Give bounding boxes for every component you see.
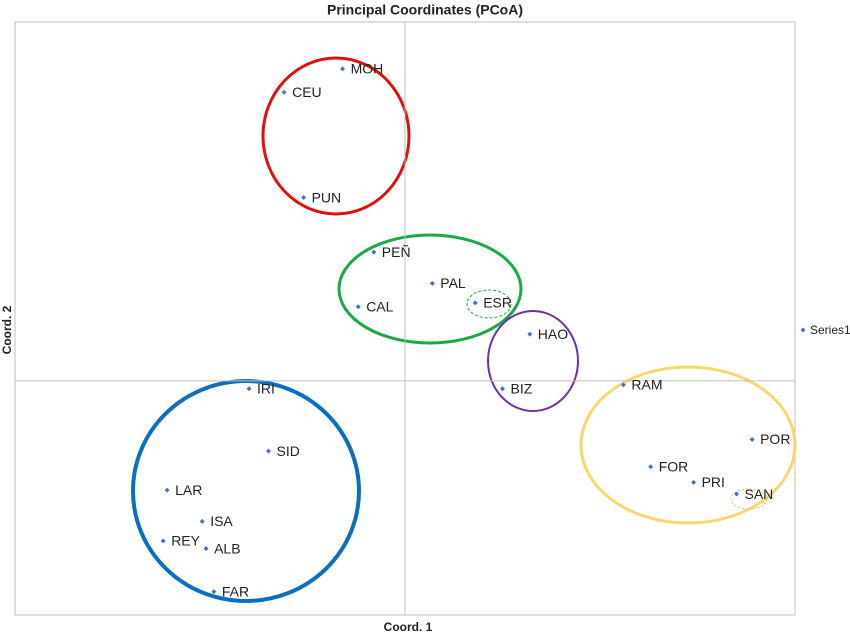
chart-title: Principal Coordinates (PCoA) (327, 2, 523, 18)
point (281, 89, 287, 95)
point-label: REY (171, 533, 200, 549)
point-label: CEU (292, 84, 322, 100)
point (355, 304, 361, 310)
point (246, 386, 252, 392)
point-label: ALB (214, 540, 240, 556)
point-label: FOR (659, 458, 689, 474)
point (301, 195, 307, 201)
point-label: ISA (210, 513, 233, 529)
ellipse (579, 365, 797, 525)
point-label: FAR (222, 583, 249, 599)
point-label: IRI (257, 380, 275, 396)
point (371, 249, 377, 255)
point (648, 464, 654, 470)
point (164, 487, 170, 493)
ellipse (730, 488, 768, 510)
point-label: PUN (312, 189, 342, 205)
point (203, 546, 209, 552)
point (691, 479, 697, 485)
point (266, 448, 271, 454)
point (620, 382, 626, 388)
point (500, 386, 505, 392)
ellipse (466, 289, 512, 319)
point (211, 589, 217, 595)
point-label: MOH (351, 61, 384, 77)
ellipse (487, 310, 579, 412)
point (340, 66, 346, 72)
point-label: SAN (745, 486, 774, 502)
point-label: LAR (175, 482, 202, 498)
point (429, 280, 435, 286)
point-label: PRI (702, 474, 725, 490)
point-label: HAO (538, 326, 568, 342)
point-label: ESR (483, 295, 512, 311)
point (199, 518, 205, 524)
point (472, 300, 478, 306)
point-label: CAL (366, 298, 393, 314)
y-axis-label: Coord. 2 (0, 305, 14, 354)
point-label: PEÑ (382, 244, 411, 260)
point (734, 491, 739, 497)
group-ellipses (131, 56, 797, 603)
point-label: RAM (631, 377, 662, 393)
legend-marker (800, 327, 806, 333)
point (749, 436, 755, 442)
ellipse (337, 233, 523, 345)
point-label: POR (760, 431, 790, 447)
point-label: PAL (440, 275, 466, 291)
point-label: SID (277, 443, 300, 459)
point (527, 331, 533, 337)
point-label: BIZ (511, 380, 533, 396)
legend-label: Series1 (810, 323, 850, 337)
point (160, 538, 166, 544)
x-axis-label: Coord. 1 (384, 620, 433, 634)
ellipse (261, 56, 411, 216)
